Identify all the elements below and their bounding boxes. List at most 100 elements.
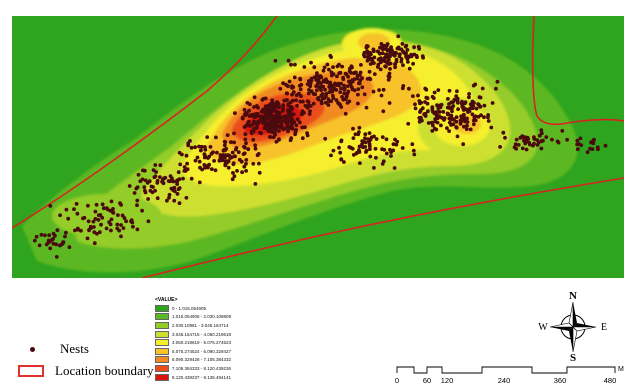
nest-point	[338, 90, 343, 94]
nest-point	[391, 50, 396, 55]
nest-point	[591, 139, 596, 143]
nest-point	[470, 112, 475, 117]
nest-point	[160, 178, 165, 182]
nest-point	[309, 89, 314, 94]
nest-point	[286, 103, 291, 108]
nest-point	[537, 133, 542, 138]
nest-point	[50, 237, 54, 242]
nest-point	[58, 213, 62, 218]
nest-point	[284, 126, 288, 131]
nest-point	[256, 152, 261, 156]
nest-point	[489, 125, 494, 130]
nest-point	[242, 112, 247, 117]
nest-point	[43, 233, 47, 238]
nest-point	[225, 133, 230, 137]
nest-point	[455, 134, 460, 139]
nest-point	[351, 136, 356, 140]
nest-point	[316, 96, 321, 100]
nest-point	[432, 90, 437, 95]
compass-east: E	[601, 322, 607, 333]
nest-point	[394, 142, 399, 147]
nest-point	[99, 222, 103, 227]
nest-point	[255, 122, 260, 127]
nest-point	[270, 101, 274, 106]
nest-point	[295, 117, 300, 122]
map-legend: Nests Location boundary	[12, 336, 162, 385]
nest-point	[377, 88, 381, 92]
value-legend-row: 5.075.274524 - 6.090.329427	[155, 347, 275, 356]
nest-point	[339, 86, 343, 91]
value-legend-row: 0 - 1.015.054905	[155, 304, 275, 313]
nest-point	[66, 216, 71, 221]
value-legend-row: 4.060.219619 - 5.075.274523	[155, 338, 275, 347]
nest-point	[327, 90, 332, 95]
nest-point	[288, 108, 292, 113]
nest-point	[272, 107, 277, 112]
nest-point	[460, 104, 465, 109]
nest-point	[370, 56, 374, 61]
nest-point	[324, 92, 329, 96]
nest-point	[368, 50, 373, 55]
nest-point	[364, 105, 369, 110]
nest-point	[289, 62, 293, 67]
nest-point	[301, 99, 305, 104]
nest-point	[426, 109, 430, 114]
nest-point	[394, 57, 399, 62]
nest-point	[513, 142, 518, 147]
nest-point	[177, 150, 182, 155]
nest-point	[365, 49, 370, 54]
nest-point	[136, 172, 141, 177]
nest-point	[514, 137, 519, 142]
nest-point	[363, 140, 368, 145]
nest-point	[251, 137, 256, 142]
nest-point	[525, 135, 530, 140]
nest-point	[232, 140, 237, 145]
nest-point	[319, 81, 323, 85]
nest-point	[319, 93, 324, 98]
nest-point	[120, 213, 125, 218]
nest-point	[413, 106, 418, 111]
nest-point	[454, 119, 459, 124]
nest-point	[303, 125, 307, 130]
nest-point	[417, 116, 422, 120]
nest-point	[329, 99, 334, 104]
nest-point	[318, 85, 323, 90]
nest-point	[167, 192, 172, 197]
nest-point	[474, 106, 479, 111]
nest-point	[455, 96, 460, 101]
nest-point	[384, 137, 389, 142]
nest-point	[242, 151, 247, 156]
nest-point	[290, 117, 295, 122]
nest-point	[92, 230, 97, 235]
nest-point	[298, 77, 303, 82]
nest-point	[356, 81, 361, 86]
nest-point	[205, 135, 210, 139]
legend-boundary-label: Location boundary	[55, 363, 154, 378]
nest-point	[270, 114, 275, 118]
nest-point	[376, 50, 381, 54]
nest-point	[318, 74, 323, 78]
nest-point	[411, 148, 416, 153]
nest-point	[277, 129, 281, 133]
nest-point	[230, 150, 235, 155]
legend-nests-label: Nests	[60, 341, 89, 356]
nest-point	[274, 125, 278, 130]
nest-point	[54, 242, 59, 247]
value-class-label: 7.105.384333 - 8.120.439236	[172, 365, 232, 371]
nest-point	[390, 48, 394, 53]
nest-point	[482, 103, 487, 108]
nest-point	[140, 208, 145, 213]
nest-point	[72, 207, 76, 212]
nest-point	[236, 150, 241, 155]
nest-point	[154, 170, 159, 174]
nest-point	[406, 60, 410, 64]
nest-point	[431, 123, 435, 128]
nest-point	[193, 145, 198, 150]
nest-point	[291, 112, 296, 117]
nest-point	[351, 153, 356, 157]
nest-point	[86, 203, 90, 208]
nest-point	[464, 127, 469, 131]
nest-point	[93, 217, 98, 221]
nest-point	[384, 151, 389, 156]
nest-point	[331, 72, 336, 77]
